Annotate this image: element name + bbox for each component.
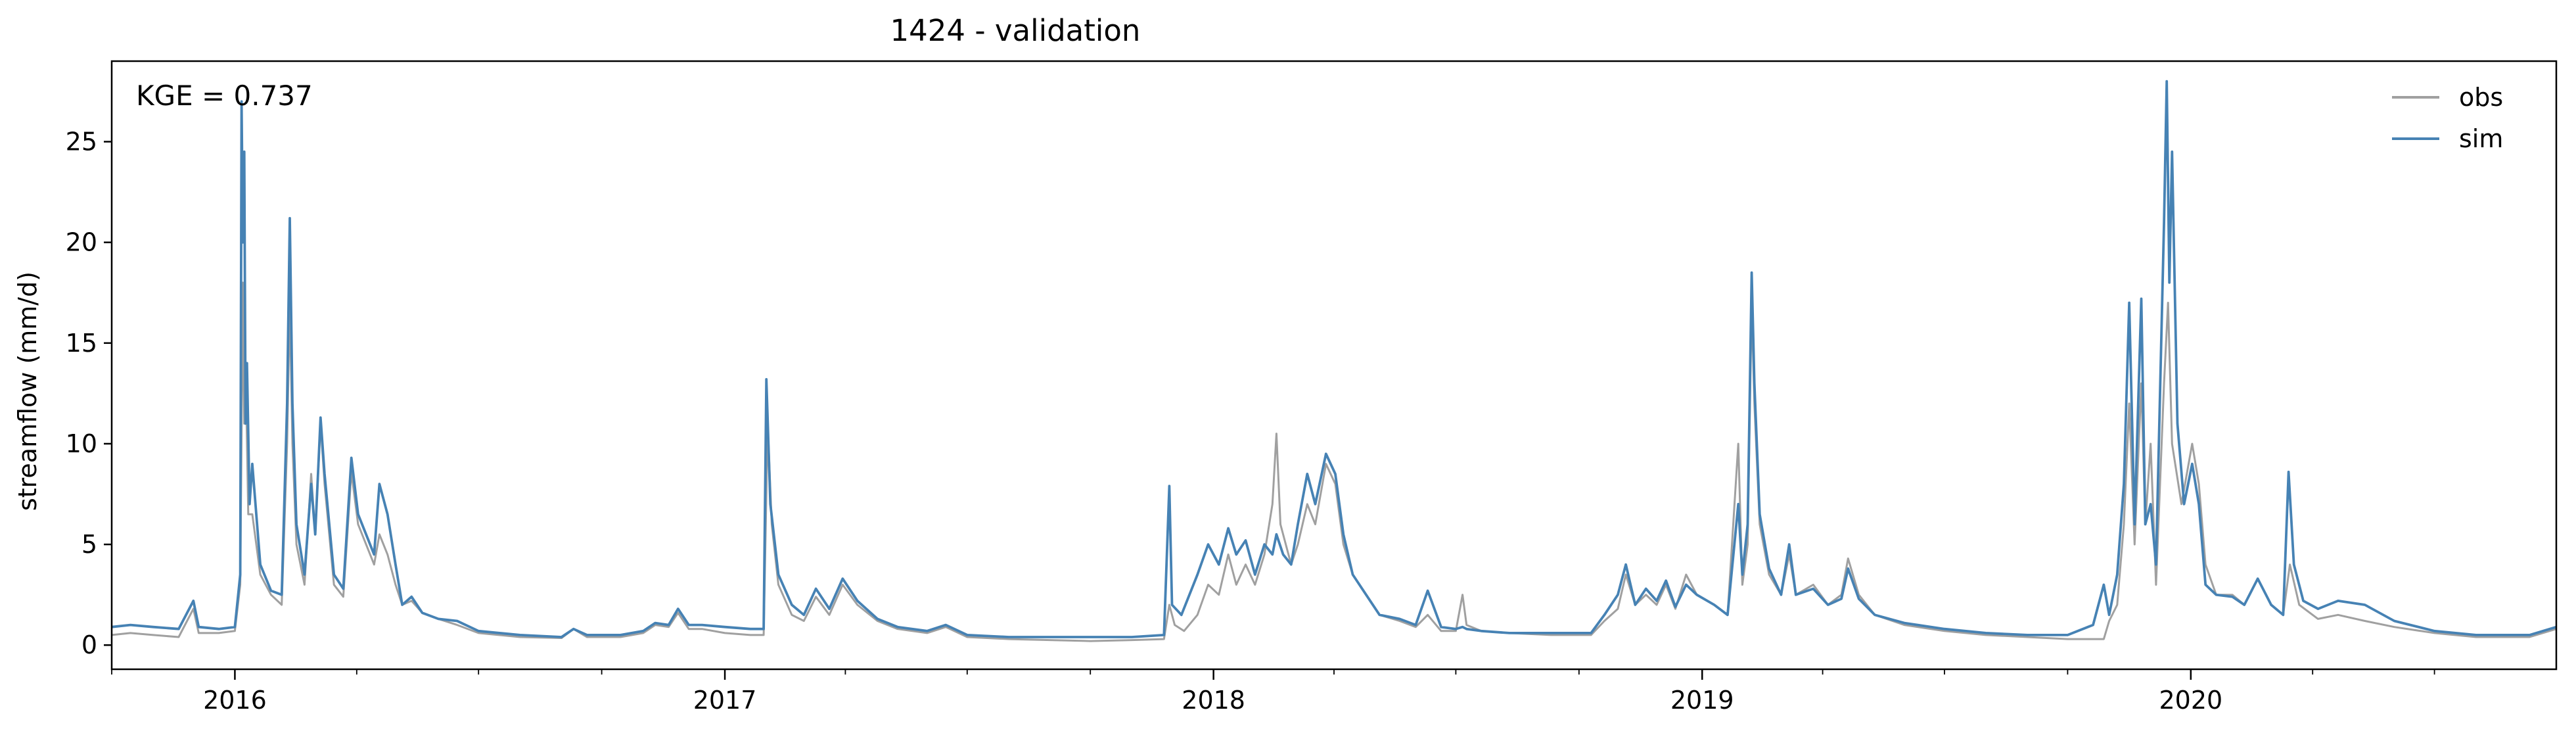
x-tick-label: 2017	[693, 686, 757, 715]
legend-label-sim: sim	[2459, 124, 2503, 153]
y-tick-label: 15	[66, 329, 97, 358]
legend: obs sim	[2392, 83, 2503, 153]
plot-frame	[110, 60, 2558, 671]
series-line-sim	[111, 80, 2557, 638]
series-line-obs	[111, 281, 2557, 642]
x-tick-label: 2019	[1670, 686, 1734, 715]
series-layer	[111, 80, 2557, 642]
x-tick-label: 2020	[2159, 686, 2222, 715]
y-tick-label: 20	[66, 228, 97, 257]
y-tick-label: 5	[81, 530, 97, 559]
y-tick-label: 25	[66, 128, 97, 156]
chart-title: 1424 - validation	[890, 13, 1141, 48]
x-tick-label: 2018	[1182, 686, 1245, 715]
y-tick-label: 0	[81, 630, 97, 659]
axes-layer: 0 5 10 15 20 25 2016 2017 2018 2019 2020	[66, 128, 2435, 715]
legend-label-obs: obs	[2459, 83, 2503, 112]
y-axis-label: streamflow (mm/d)	[13, 272, 42, 511]
x-tick-label: 2016	[203, 686, 267, 715]
kge-annotation: KGE = 0.737	[136, 80, 313, 112]
y-tick-label: 10	[66, 429, 97, 458]
